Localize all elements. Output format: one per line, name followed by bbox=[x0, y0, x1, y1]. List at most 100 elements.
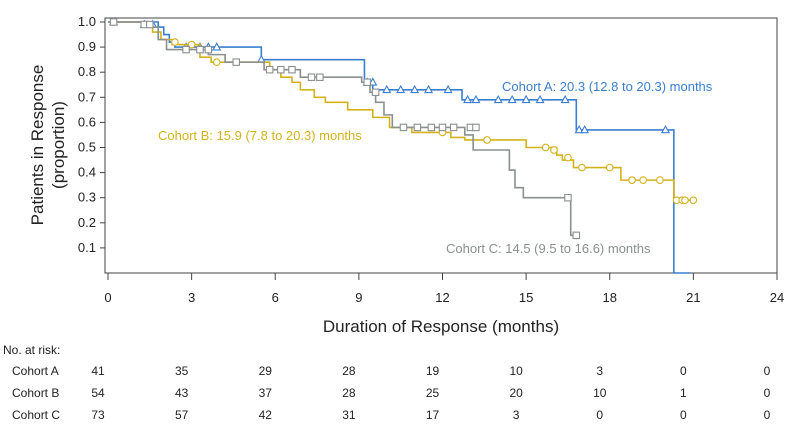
censor-marker-cohort-c bbox=[265, 65, 274, 74]
censor-marker-cohort-c bbox=[232, 58, 240, 66]
y-tick-label: 0.6 bbox=[78, 114, 96, 129]
risk-count-cohort-a: 0 bbox=[764, 364, 771, 378]
censor-marker-cohort-a bbox=[521, 94, 531, 104]
series-annotation-cohort-c: Cohort C: 14.5 (9.5 to 16.6) months bbox=[446, 241, 651, 256]
series-annotation-cohort-b: Cohort B: 15.9 (7.8 to 20.3) months bbox=[158, 128, 362, 143]
censor-marker-cohort-c bbox=[146, 20, 154, 29]
risk-count-cohort-b: 20 bbox=[509, 386, 523, 400]
y-axis-ticks: 0.1 0.2 0.3 0.4 0.5 0.6 0.7 0.8 0.9 1.0 bbox=[78, 14, 105, 255]
risk-count-cohort-a: 28 bbox=[342, 364, 356, 378]
censor-marker-cohort-b bbox=[656, 176, 664, 184]
risk-table: No. at risk: Cohort A 41 35 29 28 19 10 3 0 0Coho… bbox=[3, 343, 771, 422]
censor-marker-cohort-c bbox=[413, 123, 422, 132]
censor-marker-cohort-a bbox=[493, 94, 503, 104]
risk-count-cohort-b: 25 bbox=[426, 386, 440, 400]
km-line-cohort-b bbox=[108, 21, 694, 202]
censor-marker-cohort-a bbox=[382, 84, 392, 94]
censor-marker-cohort-a bbox=[396, 84, 406, 94]
censor-marker-cohort-a bbox=[574, 124, 584, 134]
censor-marker-cohort-c bbox=[564, 193, 572, 202]
censor-marker-cohort-a bbox=[424, 84, 434, 94]
censor-marker-cohort-a bbox=[368, 77, 378, 86]
censor-marker-cohort-c bbox=[204, 45, 213, 54]
censor-marker-cohort-b bbox=[564, 153, 572, 162]
censor-marker-cohort-c bbox=[399, 123, 408, 132]
x-tick-label: 21 bbox=[686, 290, 700, 305]
y-axis-title-line2: (proportion) bbox=[49, 101, 68, 189]
censor-marker-cohort-c bbox=[288, 65, 296, 74]
censor-marker-cohort-c bbox=[449, 123, 458, 132]
risk-count-cohort-b: 43 bbox=[175, 386, 189, 400]
risk-count-cohort-a: 19 bbox=[426, 364, 440, 378]
y-tick-label: 0.1 bbox=[78, 240, 96, 255]
risk-count-cohort-b: 10 bbox=[593, 386, 607, 400]
censor-marker-cohort-a bbox=[560, 94, 570, 104]
plot-frame bbox=[104, 17, 778, 274]
x-tick-label: 12 bbox=[435, 290, 449, 305]
censor-marker-cohort-c bbox=[572, 231, 581, 240]
censor-marker-cohort-a bbox=[212, 42, 222, 51]
risk-count-cohort-b: 37 bbox=[259, 386, 273, 400]
y-axis-title-line1: Patients in Response bbox=[28, 65, 47, 226]
x-axis-title: Duration of Response (months) bbox=[323, 317, 559, 336]
censor-marker-cohort-a bbox=[580, 124, 590, 134]
risk-count-cohort-b: 0 bbox=[764, 386, 771, 400]
risk-count-cohort-c: 73 bbox=[91, 408, 105, 422]
censor-marker-cohort-c bbox=[438, 123, 447, 132]
censor-marker-cohort-b bbox=[550, 146, 558, 154]
x-tick-label: 18 bbox=[603, 290, 617, 305]
risk-count-cohort-a: 29 bbox=[259, 364, 273, 378]
risk-count-cohort-c: 31 bbox=[342, 408, 356, 422]
y-tick-label: 0.8 bbox=[78, 64, 96, 79]
risk-count-cohort-c: 42 bbox=[259, 408, 273, 422]
censor-marker-cohort-c bbox=[109, 18, 118, 26]
y-tick-label: 0.5 bbox=[78, 140, 96, 155]
x-tick-label: 24 bbox=[770, 290, 784, 305]
y-tick-label: 0.9 bbox=[78, 39, 96, 54]
censor-marker-cohort-c bbox=[472, 123, 480, 132]
risk-count-cohort-c: 0 bbox=[764, 408, 771, 422]
censor-marker-cohort-a bbox=[471, 94, 481, 104]
risk-count-cohort-c: 17 bbox=[426, 408, 440, 422]
censor-marker-cohort-a bbox=[463, 94, 473, 104]
x-tick-label: 15 bbox=[519, 290, 533, 305]
risk-row-label-cohort-a: Cohort A bbox=[12, 364, 59, 378]
risk-count-cohort-a: 41 bbox=[91, 364, 105, 378]
censor-marker-cohort-c bbox=[371, 88, 380, 97]
censor-marker-cohort-b bbox=[605, 163, 614, 172]
risk-count-cohort-c: 0 bbox=[596, 408, 603, 422]
risk-count-cohort-b: 28 bbox=[342, 386, 356, 400]
censor-marker-cohort-b bbox=[171, 38, 179, 46]
x-axis-ticks: 0 3 6 9 12 15 18 21 24 bbox=[104, 273, 784, 305]
x-tick-label: 0 bbox=[104, 290, 111, 305]
censor-marker-cohort-b bbox=[681, 196, 689, 205]
risk-count-cohort-c: 0 bbox=[680, 408, 687, 422]
censor-marker-cohort-b bbox=[541, 143, 550, 152]
risk-table-header: No. at risk: bbox=[3, 343, 60, 357]
censor-marker-cohort-a bbox=[535, 94, 545, 104]
series-layer bbox=[108, 17, 698, 274]
risk-count-cohort-c: 57 bbox=[175, 408, 189, 422]
censor-marker-cohort-c bbox=[182, 45, 190, 54]
censor-marker-cohort-b bbox=[628, 176, 636, 184]
y-tick-label: 0.3 bbox=[78, 190, 96, 205]
risk-count-cohort-c: 3 bbox=[513, 408, 520, 422]
censor-marker-cohort-c bbox=[363, 78, 371, 86]
censor-marker-cohort-b bbox=[212, 58, 221, 67]
risk-row-label-cohort-b: Cohort B bbox=[12, 386, 59, 400]
censor-marker-cohort-b bbox=[689, 196, 698, 205]
censor-marker-cohort-c bbox=[277, 65, 285, 74]
censor-marker-cohort-b bbox=[578, 163, 586, 172]
series-annotation-cohort-a: Cohort A: 20.3 (12.8 to 20.3) months bbox=[502, 79, 713, 94]
y-tick-label: 0.4 bbox=[78, 165, 96, 180]
y-tick-label: 1.0 bbox=[78, 14, 96, 29]
y-tick-label: 0.2 bbox=[78, 215, 96, 230]
censor-marker-cohort-c bbox=[307, 73, 316, 81]
censor-marker-cohort-b bbox=[187, 40, 196, 49]
x-tick-label: 3 bbox=[188, 290, 195, 305]
censor-marker-cohort-a bbox=[410, 84, 420, 94]
risk-count-cohort-a: 0 bbox=[680, 364, 687, 378]
censor-marker-cohort-c bbox=[427, 123, 436, 132]
risk-count-cohort-b: 54 bbox=[91, 386, 105, 400]
